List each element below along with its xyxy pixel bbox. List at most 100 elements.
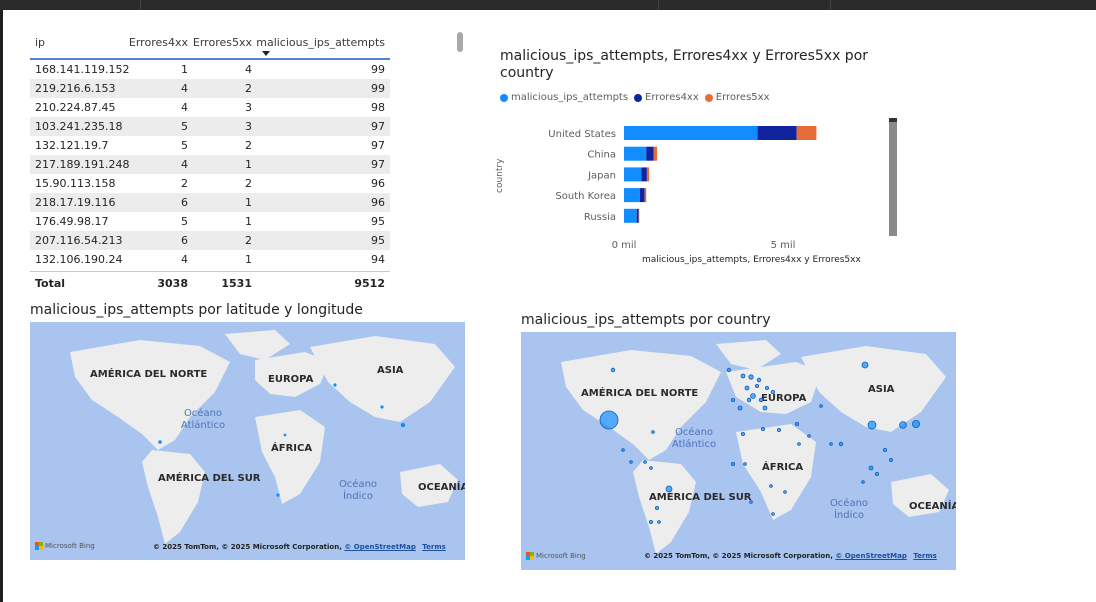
map1[interactable]: AMÉRICA DEL NORTE EUROPA ASIA ÁFRICA AMÉ… — [30, 322, 465, 560]
cell-malicious: 95 — [371, 215, 385, 228]
bar-segment[interactable] — [757, 126, 797, 140]
bar-segment[interactable] — [638, 208, 640, 223]
table-row[interactable]: 217.189.191.248 4 1 97 — [30, 155, 390, 174]
cell-ip: 218.17.19.116 — [35, 196, 116, 209]
legend-item[interactable]: Errores4xx — [634, 92, 699, 103]
cell-errores4xx: 6 — [181, 234, 188, 247]
bar-segment[interactable] — [646, 146, 654, 161]
map2-land — [561, 340, 949, 554]
cell-errores4xx: 4 — [181, 158, 188, 171]
terms-link[interactable]: Terms — [913, 552, 937, 560]
x-tick-label: 0 mil — [612, 240, 637, 251]
bar-segment[interactable] — [639, 188, 645, 203]
map2-bing-logo: Microsoft Bing — [526, 552, 586, 560]
cell-ip: 207.116.54.213 — [35, 234, 123, 247]
table-row[interactable]: 15.90.113.158 2 2 96 — [30, 174, 390, 193]
map1-title: malicious_ips_attempts por latitude y lo… — [30, 302, 363, 318]
cell-malicious: 95 — [371, 234, 385, 247]
bar-segment[interactable] — [646, 167, 650, 182]
topbar-segment — [140, 0, 659, 10]
cell-errores4xx: 4 — [181, 253, 188, 266]
cell-malicious: 98 — [371, 101, 385, 114]
map-point — [333, 383, 337, 387]
map2[interactable]: AMÉRICA DEL NORTE EUROPA ASIA ÁFRICA AMÉ… — [521, 332, 956, 570]
table-row[interactable]: 176.49.98.17 5 1 95 — [30, 212, 390, 231]
table-scrollbar[interactable] — [457, 32, 463, 52]
map1-label-africa: ÁFRICA — [271, 443, 313, 454]
legend-label: malicious_ips_attempts — [511, 92, 629, 103]
map1-label-north-america: AMÉRICA DEL NORTE — [90, 369, 208, 380]
legend-label: Errores5xx — [715, 92, 770, 103]
cell-errores5xx: 1 — [245, 196, 252, 209]
map2-label-north-america: AMÉRICA DEL NORTE — [581, 388, 699, 399]
bar-segment[interactable] — [624, 188, 640, 203]
osm-link[interactable]: © OpenStreetMap — [835, 552, 907, 560]
bar-segment[interactable] — [641, 167, 647, 182]
left-edge — [0, 10, 3, 602]
bar-segment[interactable] — [624, 146, 647, 161]
cell-errores5xx: 1 — [245, 215, 252, 228]
table-row[interactable]: 219.216.6.153 4 2 99 — [30, 79, 390, 98]
cell-malicious: 99 — [371, 82, 385, 95]
stacked-bar-chart[interactable]: United States China Japan South Korea Russia… — [500, 112, 900, 272]
table-row[interactable]: 207.116.54.213 6 2 95 — [30, 231, 390, 250]
table-row[interactable]: 132.106.190.24 4 1 94 — [30, 250, 390, 269]
window-topbar — [0, 0, 1096, 10]
table-row[interactable]: 103.241.235.18 5 3 97 — [30, 117, 390, 136]
cell-errores5xx: 2 — [245, 139, 252, 152]
header-ip[interactable]: ip — [35, 36, 46, 49]
legend-item[interactable]: malicious_ips_attempts — [500, 92, 628, 103]
table-row[interactable]: 168.141.119.152 1 4 99 — [30, 60, 390, 79]
cell-errores4xx: 1 — [181, 63, 188, 76]
map-point — [380, 405, 384, 409]
cell-errores5xx: 1 — [245, 158, 252, 171]
map-point — [283, 433, 287, 437]
cell-malicious: 99 — [371, 63, 385, 76]
bar-segment[interactable] — [624, 167, 642, 182]
header-errores5xx[interactable]: Errores5xx — [192, 36, 252, 49]
header-errores4xx[interactable]: Errores4xx — [128, 36, 188, 49]
ip-table[interactable]: ip Errores4xx Errores5xx malicious_ips_a… — [30, 30, 390, 296]
category-tick-label: Japan — [587, 170, 616, 181]
cell-ip: 168.141.119.152 — [35, 63, 130, 76]
map2-label-oceania: OCEANÍA — [909, 501, 956, 512]
cell-ip: 132.106.190.24 — [35, 253, 123, 266]
bubble-south-korea — [899, 421, 907, 429]
bar-segment[interactable] — [653, 146, 658, 161]
category-tick-label: South Korea — [555, 191, 616, 202]
map2-label-atlantic: Océano Atlántico — [671, 427, 717, 450]
bar-segment[interactable] — [644, 188, 647, 203]
table-row[interactable]: 210.224.87.45 4 3 98 — [30, 98, 390, 117]
bar-segment[interactable] — [796, 126, 817, 140]
category-tick-label: United States — [548, 129, 616, 140]
microsoft-logo-icon — [526, 552, 534, 560]
bar-segment[interactable] — [624, 208, 637, 223]
cell-malicious: 97 — [371, 139, 385, 152]
table-body: 168.141.119.152 1 4 99 219.216.6.153 4 2 99 210.… — [30, 60, 390, 269]
chart-scrollbar-thumb[interactable] — [889, 118, 897, 122]
cell-ip: 176.49.98.17 — [35, 215, 109, 228]
bubble-japan — [911, 420, 920, 429]
table-row[interactable]: 218.17.19.116 6 1 96 — [30, 193, 390, 212]
legend-dot-icon — [704, 93, 713, 102]
cell-errores5xx: 2 — [245, 234, 252, 247]
bar-segment[interactable] — [624, 126, 758, 140]
legend-item[interactable]: Errores5xx — [704, 92, 770, 103]
cell-errores5xx: 2 — [245, 177, 252, 190]
header-malicious-ips-attempts[interactable]: malicious_ips_attempts — [256, 36, 385, 49]
map-point — [400, 422, 406, 428]
chart-scrollbar[interactable] — [889, 118, 897, 236]
map1-label-oceania: OCEANÍA — [418, 482, 465, 493]
table-row[interactable]: 132.121.19.7 5 2 97 — [30, 136, 390, 155]
sort-descending-icon[interactable] — [262, 51, 270, 56]
osm-link[interactable]: © OpenStreetMap — [344, 543, 416, 551]
terms-link[interactable]: Terms — [422, 543, 446, 551]
map1-label-atlantic: Océano Atlántico — [180, 408, 226, 431]
total-errores5xx: 1531 — [221, 277, 252, 290]
bar-segment[interactable] — [636, 208, 639, 223]
topbar-segment — [0, 0, 141, 10]
bar-chart-legend: malicious_ips_attempts Errores4xx Errore… — [500, 92, 769, 103]
cell-errores4xx: 5 — [181, 139, 188, 152]
cell-malicious: 96 — [371, 177, 385, 190]
cell-errores4xx: 4 — [181, 101, 188, 114]
